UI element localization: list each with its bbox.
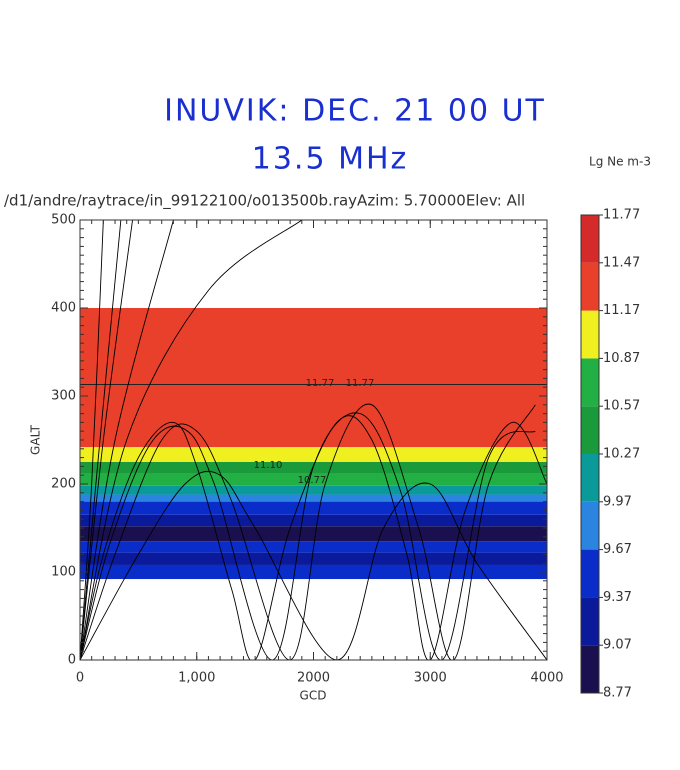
density-band [80,447,547,462]
y-tick-label: 300 [51,389,76,404]
chart-title: INUVIK: DEC. 21 00 UT [164,94,546,129]
colorbar-segment [581,358,599,407]
ray [80,415,547,660]
colorbar-tick-label: 10.27 [603,447,640,462]
ray [80,470,547,660]
ray [80,220,303,660]
colorbar-tick-label: 8.77 [603,686,632,701]
density-band [80,526,547,542]
colorbar-tick-label: 9.97 [603,494,632,509]
chart-subtitle: 13.5 MHz [252,142,409,177]
y-tick-label: 400 [51,301,76,316]
colorbar-tick-label: 11.77 [603,208,640,223]
colorbar-tick-label: 9.07 [603,638,632,653]
density-band [80,564,547,580]
colorbar-segment [581,454,599,502]
contour-label: 11.77 [306,378,335,389]
density-band [80,514,547,527]
density-band [80,485,547,495]
colorbar-segment [581,645,599,693]
colorbar-title: Lg Ne m-3 [589,155,651,169]
y-tick-label: 200 [51,477,76,492]
colorbar-segment [581,406,599,454]
y-tick-label: 100 [51,565,76,580]
ray [80,220,122,660]
colorbar-tick-label: 9.67 [603,542,632,557]
colorbar-segment [581,597,599,646]
contour-label: 10.77 [298,475,327,486]
colorbar-segment [581,501,599,550]
colorbar-segment [581,549,599,598]
contour-label: 11.77 [346,378,375,389]
ray [80,403,536,660]
colorbar-tick-label: 10.87 [603,351,640,366]
density-band [80,494,547,502]
x-tick-label: 4000 [530,671,563,686]
colorbar-segment [581,215,599,263]
colorbar-tick-label: 10.57 [603,399,640,414]
density-band [80,552,547,565]
plot-area [80,220,547,660]
ray [80,220,133,660]
x-tick-label: 3000 [414,671,447,686]
ray [80,412,536,660]
colorbar-segment [581,262,599,311]
x-tick-label: 1,000 [178,671,215,686]
x-axis-label: GCD [300,689,327,703]
colorbar-tick-label: 9.37 [603,590,632,605]
density-band [80,308,547,448]
y-tick-label: 0 [68,653,76,668]
colorbar-tick-label: 11.17 [603,303,640,318]
colorbar-segment [581,310,599,359]
colorbar-tick-label: 11.47 [603,255,640,270]
file-header: /d1/andre/raytrace/in_99122100/o013500b.… [4,192,525,211]
density-band [80,501,547,515]
density-band [80,473,547,486]
y-axis-label: GALT [29,424,43,455]
x-tick-label: 2000 [297,671,330,686]
ray [80,220,174,660]
contour-label: 11.10 [254,460,283,471]
y-tick-label: 500 [51,213,76,228]
x-tick-label: 0 [76,671,84,686]
